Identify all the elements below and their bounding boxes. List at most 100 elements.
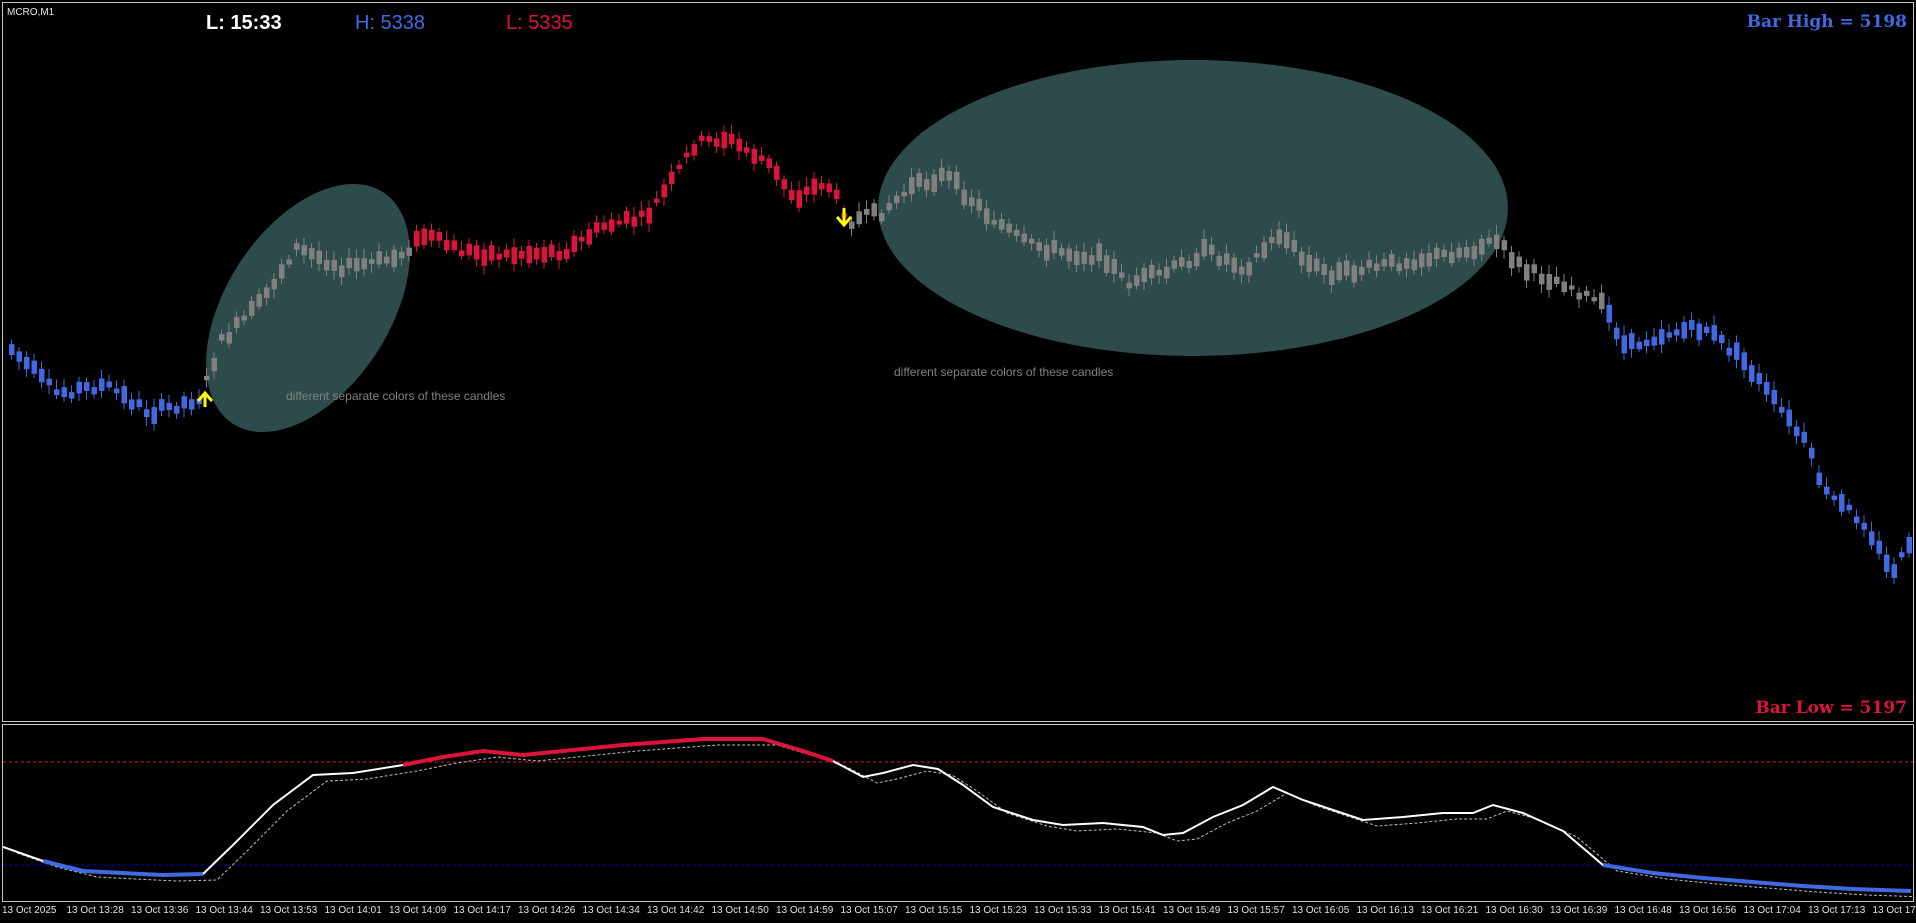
candle-body xyxy=(999,219,1005,230)
candle-body xyxy=(1194,253,1200,267)
candle-body xyxy=(1719,334,1725,344)
candle-body xyxy=(241,315,247,321)
candle-body xyxy=(1246,262,1252,276)
candle-body xyxy=(1329,270,1335,285)
time-axis-tick: 13 Oct 16:56 xyxy=(1679,905,1737,916)
candle-body xyxy=(361,258,367,270)
candle-body xyxy=(879,213,885,222)
time-axis-tick: 13 Oct 16:13 xyxy=(1356,905,1414,916)
candle-body xyxy=(504,249,510,258)
candle-body xyxy=(909,177,915,195)
candle-body xyxy=(1276,229,1282,245)
candle-body xyxy=(1794,426,1800,437)
symbol-timeframe-label: MCRO,M1 xyxy=(7,7,55,18)
candle-body xyxy=(1531,264,1537,274)
candle-body xyxy=(954,171,960,190)
candle-body xyxy=(639,210,645,217)
candle-body xyxy=(541,247,547,263)
candle-body xyxy=(1884,554,1890,572)
candle-body xyxy=(586,229,592,245)
candle-body xyxy=(1786,409,1792,427)
candle-body xyxy=(129,399,135,410)
candle-body xyxy=(766,158,772,168)
candle-body xyxy=(316,250,322,265)
bar-high-label: Bar High = 5198 xyxy=(1746,12,1907,32)
candle-body xyxy=(166,402,172,410)
time-axis-tick: 13 Oct 17:13 xyxy=(1808,905,1866,916)
candle-body xyxy=(369,259,375,264)
candle-body xyxy=(1539,273,1545,285)
indicator-pane[interactable] xyxy=(2,724,1914,902)
candle-body xyxy=(1231,257,1237,273)
candle-body xyxy=(1389,254,1395,267)
time-axis-tick: 13 Oct 14:42 xyxy=(647,905,705,916)
candle-body xyxy=(1576,292,1582,300)
candle-body xyxy=(1044,244,1050,261)
candle-body xyxy=(436,232,442,241)
candle-body xyxy=(886,202,892,211)
candle-body xyxy=(496,253,502,260)
price-chart-pane[interactable]: MCRO,M1 L: 15:33 H: 5338 L: 5335 Bar Hig… xyxy=(2,2,1914,722)
candle-body xyxy=(1756,373,1762,385)
candle-body xyxy=(1344,260,1350,276)
candle-body xyxy=(46,378,52,386)
candle-body xyxy=(1014,229,1020,236)
candle-body xyxy=(204,375,210,381)
candle-body xyxy=(1546,273,1552,290)
candle-body xyxy=(564,248,570,260)
candle-body xyxy=(1456,247,1462,258)
candle-body xyxy=(1509,252,1515,269)
candle-body xyxy=(1801,431,1807,443)
candle-body xyxy=(1584,290,1590,296)
candle-body xyxy=(1779,406,1785,413)
candle-body xyxy=(684,152,690,158)
candle-body xyxy=(406,247,412,256)
candle-body xyxy=(181,396,187,409)
candle-body xyxy=(654,198,660,203)
candle-body xyxy=(789,190,795,201)
candle-body xyxy=(1434,247,1440,259)
candle-body xyxy=(1441,249,1447,257)
candle-body xyxy=(744,147,750,153)
candle-body xyxy=(1374,263,1380,271)
candle-body xyxy=(16,351,22,362)
oscillator-bull-segment xyxy=(42,859,204,878)
candle-body xyxy=(114,388,120,394)
candle-body xyxy=(1674,329,1680,336)
candle-body xyxy=(774,165,780,180)
candle-body xyxy=(1366,259,1372,268)
candle-body xyxy=(781,179,787,190)
candle-body xyxy=(834,189,840,200)
hud-clock: L: 15:33 xyxy=(206,12,282,34)
candle-body xyxy=(69,392,75,399)
candle-body xyxy=(481,249,487,266)
candle-body xyxy=(849,221,855,229)
candle-body xyxy=(1899,552,1905,558)
candle-body xyxy=(1471,246,1477,260)
time-axis: 13 Oct 2025 13 Oct 13:28 13 Oct 13:36 13 Oc… xyxy=(0,903,1916,923)
candle-body xyxy=(856,211,862,225)
candle-body xyxy=(256,293,262,307)
candle-body xyxy=(631,216,637,227)
time-axis-tick: 13 Oct 15:41 xyxy=(1098,905,1156,916)
candle-body xyxy=(1321,264,1327,275)
time-axis-tick: 13 Oct 15:07 xyxy=(840,905,898,916)
candle-body xyxy=(699,135,705,142)
candle-body xyxy=(1149,264,1155,279)
candle-body xyxy=(1096,243,1102,262)
candle-body xyxy=(1359,266,1365,276)
candle-body xyxy=(211,357,217,372)
candle-body xyxy=(1059,248,1065,256)
candle-body xyxy=(1081,251,1087,264)
candle-body xyxy=(646,207,652,224)
candle-body xyxy=(264,287,270,299)
candle-body xyxy=(1021,233,1027,243)
candle-body xyxy=(1726,347,1732,356)
time-axis-tick: 13 Oct 14:09 xyxy=(389,905,447,916)
time-axis-tick: 13 Oct 14:50 xyxy=(711,905,769,916)
candle-body xyxy=(294,243,300,250)
candle-body xyxy=(279,264,285,279)
candle-body xyxy=(106,381,112,388)
candle-body xyxy=(556,251,562,261)
